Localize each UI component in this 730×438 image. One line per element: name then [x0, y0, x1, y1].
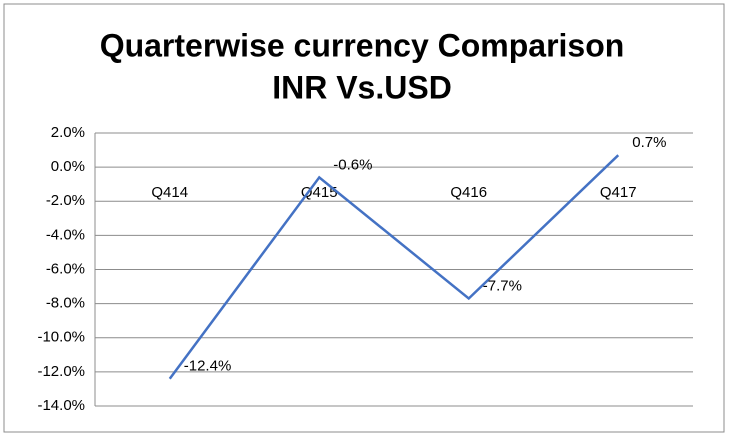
chart-title: INR Vs.USD	[272, 69, 452, 105]
y-tick-label: -8.0%	[46, 295, 85, 312]
line-series	[168, 154, 620, 380]
data-label: -0.6%	[333, 156, 372, 173]
data-label: 0.7%	[632, 134, 666, 151]
x-tick-label: Q416	[450, 184, 487, 201]
data-label: -7.7%	[483, 277, 522, 294]
chart-title: Quarterwise currency Comparison	[100, 27, 625, 63]
y-tick-label: -10.0%	[37, 329, 85, 346]
x-tick-label: Q414	[151, 184, 188, 201]
y-tick-label: -2.0%	[46, 192, 85, 209]
y-tick-label: 0.0%	[51, 158, 85, 175]
y-tick-label: 2.0%	[51, 124, 85, 141]
data-label: -12.4%	[184, 358, 232, 375]
chart-border	[3, 3, 725, 433]
y-tick-label: -14.0%	[37, 397, 85, 414]
y-tick-label: -12.0%	[37, 363, 85, 380]
y-tick-label: -4.0%	[46, 226, 85, 243]
x-tick-label: Q417	[600, 184, 637, 201]
y-tick-label: -6.0%	[46, 260, 85, 277]
